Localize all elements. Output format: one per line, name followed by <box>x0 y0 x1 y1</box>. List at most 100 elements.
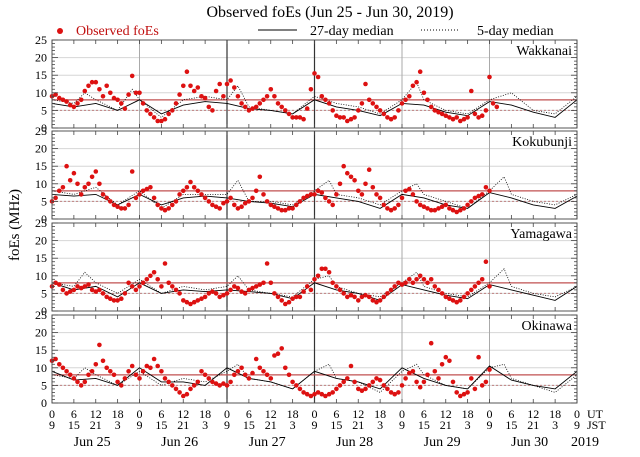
x-tick-label-ut: 12 <box>527 407 539 421</box>
observed-point <box>417 69 423 74</box>
observed-point <box>454 390 460 395</box>
observed-point <box>345 170 350 176</box>
observed-point <box>202 195 208 201</box>
x-tick-label-ut: 6 <box>246 407 252 421</box>
observed-point <box>447 358 452 364</box>
observed-point <box>487 188 492 194</box>
observed-point <box>184 299 190 305</box>
observed-point <box>315 273 321 279</box>
x-tick-label-ut: 12 <box>352 407 364 421</box>
x-tick-label-jst: 3 <box>115 418 121 432</box>
observed-point <box>399 195 405 201</box>
observed-point <box>385 386 390 392</box>
y-tick-label: 15 <box>35 159 47 173</box>
station-label: Wakkanai <box>516 44 572 59</box>
day-label: Jun 25 <box>74 435 111 450</box>
observed-point <box>257 365 263 371</box>
observed-point <box>170 284 175 289</box>
observed-point <box>304 391 310 397</box>
y-tick-label: 15 <box>35 68 47 82</box>
observed-point <box>191 299 197 305</box>
observed-point <box>417 384 423 390</box>
observed-point <box>454 115 460 120</box>
legend: Observed foEs 27-day median 5-day median <box>57 24 554 39</box>
observed-point <box>228 78 233 83</box>
median-27day-line <box>51 99 578 118</box>
observed-point <box>403 280 408 286</box>
observed-point <box>148 273 153 279</box>
station-label: Yamagawa <box>510 227 572 242</box>
observed-point <box>407 277 412 282</box>
observed-point <box>348 292 354 298</box>
observed-point <box>57 188 62 194</box>
observed-point <box>414 79 419 85</box>
observed-point <box>224 383 230 388</box>
x-tick-label-ut: 0 <box>224 407 230 421</box>
observed-point <box>221 200 226 206</box>
observed-point <box>100 94 106 99</box>
legend-observed-marker <box>57 28 63 34</box>
observed-point <box>290 379 295 385</box>
observed-point <box>439 362 445 367</box>
x-tick-label-jst: 9 <box>224 418 230 432</box>
panel-wakkanai: 0 5 10 15 20 25 Wakkanai <box>35 33 578 135</box>
observed-point <box>334 284 339 289</box>
observed-point <box>89 369 95 374</box>
observed-point <box>403 188 408 194</box>
observed-point <box>334 386 339 392</box>
day-label: Jun 28 <box>336 435 373 450</box>
observed-point <box>89 287 95 293</box>
observed-point <box>436 376 441 381</box>
observed-point <box>421 379 427 385</box>
observed-point <box>432 284 438 289</box>
y-tick-label: 20 <box>35 234 47 248</box>
x-tick-label-jst: 3 <box>377 418 383 432</box>
observed-point <box>137 376 142 381</box>
observed-point <box>151 356 157 362</box>
observed-point <box>213 291 219 296</box>
station-label: Kokubunji <box>512 135 572 150</box>
observed-point <box>151 270 157 275</box>
observed-point <box>279 207 285 213</box>
x-tick-label-ut: 18 <box>112 407 124 421</box>
observed-point <box>202 294 208 300</box>
observed-point <box>410 280 416 286</box>
observed-point <box>93 169 99 174</box>
observed-point <box>217 81 222 87</box>
observed-point <box>115 97 120 103</box>
observed-point <box>239 289 244 294</box>
observed-point <box>304 284 310 289</box>
observed-point <box>366 383 372 388</box>
observed-point <box>202 95 208 101</box>
observed-point <box>242 372 248 378</box>
observed-point <box>388 207 394 213</box>
observed-point <box>436 287 441 293</box>
x-row-label-ut: UT <box>587 407 604 421</box>
observed-point <box>133 287 139 293</box>
observed-point <box>191 185 197 190</box>
observed-point <box>472 111 478 117</box>
x-tick-label-jst: 9 <box>399 418 405 432</box>
observed-point <box>399 383 405 388</box>
observed-point <box>304 106 310 111</box>
observed-point <box>334 113 339 118</box>
observed-point <box>119 296 124 302</box>
observed-point <box>421 204 427 209</box>
observed-point <box>403 376 408 381</box>
x-tick-label-ut: 12 <box>177 407 189 421</box>
observed-point <box>370 379 376 385</box>
observed-point <box>235 369 241 374</box>
observed-point <box>469 88 474 94</box>
observed-point <box>272 353 277 358</box>
observed-point <box>122 106 128 111</box>
observed-point <box>97 342 102 348</box>
observed-point <box>450 298 456 303</box>
observed-point <box>144 277 150 282</box>
observed-point <box>184 185 190 190</box>
observed-point <box>312 277 317 282</box>
observed-point <box>104 365 109 371</box>
observed-point <box>129 73 135 79</box>
observed-point <box>366 167 372 172</box>
observed-point <box>330 390 336 395</box>
observed-point <box>137 192 142 197</box>
